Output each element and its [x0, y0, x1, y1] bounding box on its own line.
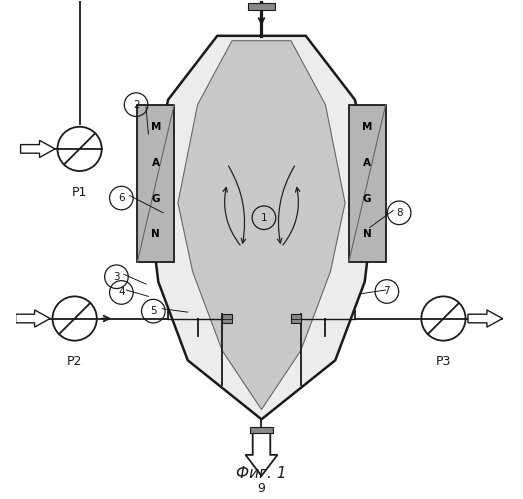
Bar — [248, 3, 275, 10]
Text: G: G — [363, 194, 371, 204]
Text: 9: 9 — [257, 482, 266, 495]
Text: M: M — [362, 122, 372, 132]
Text: P1: P1 — [72, 186, 87, 199]
Text: N: N — [363, 230, 371, 240]
Bar — [349, 105, 385, 262]
Bar — [249, 427, 274, 433]
Text: 5: 5 — [150, 306, 157, 316]
Text: G: G — [152, 194, 160, 204]
Text: 2: 2 — [133, 100, 140, 110]
Polygon shape — [178, 41, 345, 410]
Text: A: A — [363, 158, 371, 168]
Polygon shape — [149, 36, 374, 419]
Text: 8: 8 — [396, 208, 403, 218]
Polygon shape — [245, 429, 278, 476]
Text: Фиг. 1: Фиг. 1 — [236, 466, 287, 481]
Text: 7: 7 — [383, 286, 390, 296]
Text: P2: P2 — [67, 355, 82, 368]
Text: 6: 6 — [118, 193, 124, 203]
Bar — [290, 314, 301, 323]
Bar — [222, 314, 233, 323]
Polygon shape — [20, 140, 55, 158]
Text: M: M — [151, 122, 161, 132]
Polygon shape — [16, 310, 50, 327]
Text: 4: 4 — [118, 287, 124, 297]
Text: 3: 3 — [113, 272, 120, 282]
Text: N: N — [152, 230, 160, 240]
Bar — [138, 105, 174, 262]
Text: A: A — [152, 158, 160, 168]
Text: P3: P3 — [436, 355, 451, 368]
Text: 1: 1 — [260, 213, 267, 223]
Polygon shape — [468, 310, 503, 327]
